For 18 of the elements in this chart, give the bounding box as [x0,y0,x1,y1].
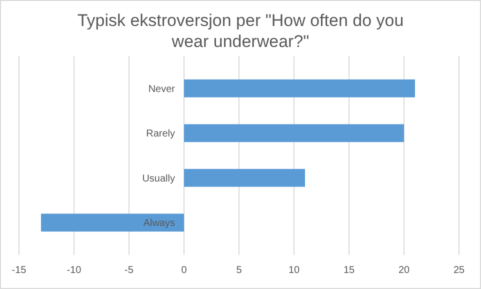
x-tick-label: -15 [12,265,27,276]
x-tick-label: -10 [66,265,82,276]
x-tick-label: 10 [288,265,300,276]
chart-title: Typisk ekstroversjon per "How often do you wear underwear?" [77,11,404,51]
x-tick-label: 15 [343,265,355,276]
x-tick-label: 0 [181,265,188,276]
y-tick-label: Always [143,218,175,230]
x-tick-label: 5 [236,265,242,276]
bar [184,168,305,187]
x-tick-label: 25 [453,265,465,276]
bar [41,214,184,232]
bar [184,79,415,98]
bar [184,124,404,142]
y-tick-label: Rarely [146,128,175,140]
x-tick-label: 20 [398,265,410,276]
y-tick-label: Usually [142,173,175,184]
x-tick-label: -5 [124,265,134,276]
y-tick-label: Never [148,84,176,95]
